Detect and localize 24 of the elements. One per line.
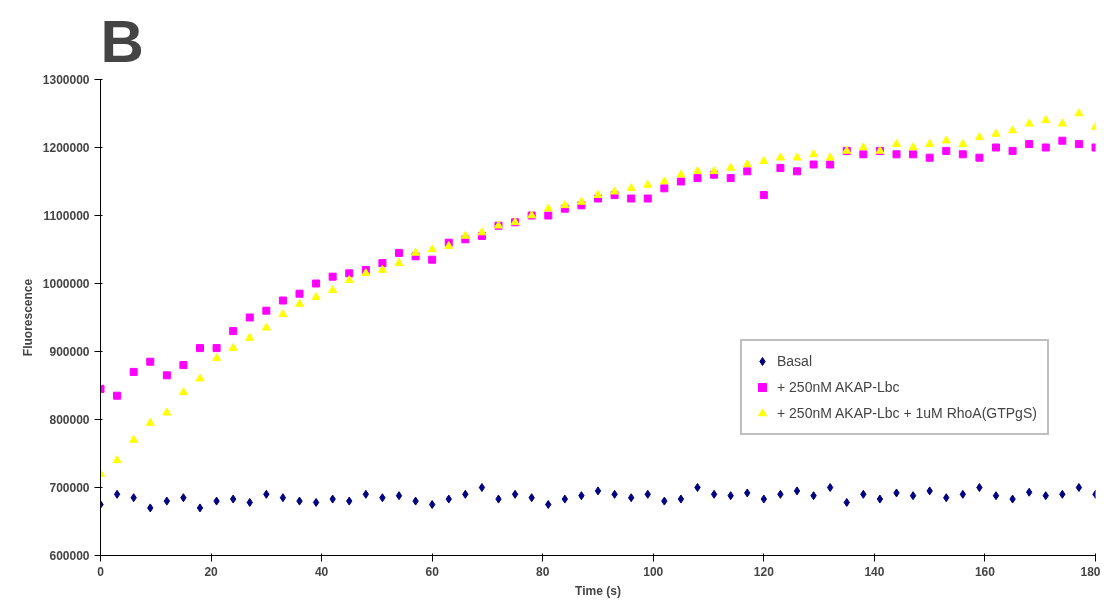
- x-tick-label: 60: [425, 564, 440, 579]
- chart-title: B: [100, 7, 144, 75]
- y-axis-title: Fluorescence: [20, 278, 35, 357]
- legend-label: + 250nM AKAP-Lbc + 1uM RhoA(GTPgS): [777, 405, 1037, 421]
- y-tick-label: 1200000: [42, 141, 90, 155]
- y-tick-label: 1300000: [42, 73, 90, 87]
- x-tick-label: 120: [753, 564, 775, 579]
- x-axis-title: Time (s): [575, 583, 621, 598]
- legend-label: Basal: [777, 353, 813, 369]
- y-tick-label: 1000000: [42, 277, 90, 291]
- y-tick-label: 1100000: [43, 209, 90, 223]
- x-tick-label: 80: [536, 564, 550, 579]
- x-tick-label: 40: [314, 564, 329, 579]
- x-tick-label: 140: [864, 564, 885, 579]
- x-tick-label: 0: [97, 564, 105, 579]
- y-tick-label: 800000: [49, 413, 90, 427]
- x-tick-label: 100: [643, 564, 664, 579]
- x-tick-label: 20: [204, 564, 219, 579]
- legend-label: + 250nM AKAP-Lbc: [777, 379, 900, 395]
- x-tick-label: 180: [1080, 564, 1101, 579]
- y-tick-label: 700000: [49, 481, 90, 495]
- y-tick-label: 600000: [49, 549, 90, 563]
- x-tick-label: 160: [974, 564, 996, 579]
- y-tick-label: 900000: [49, 345, 90, 359]
